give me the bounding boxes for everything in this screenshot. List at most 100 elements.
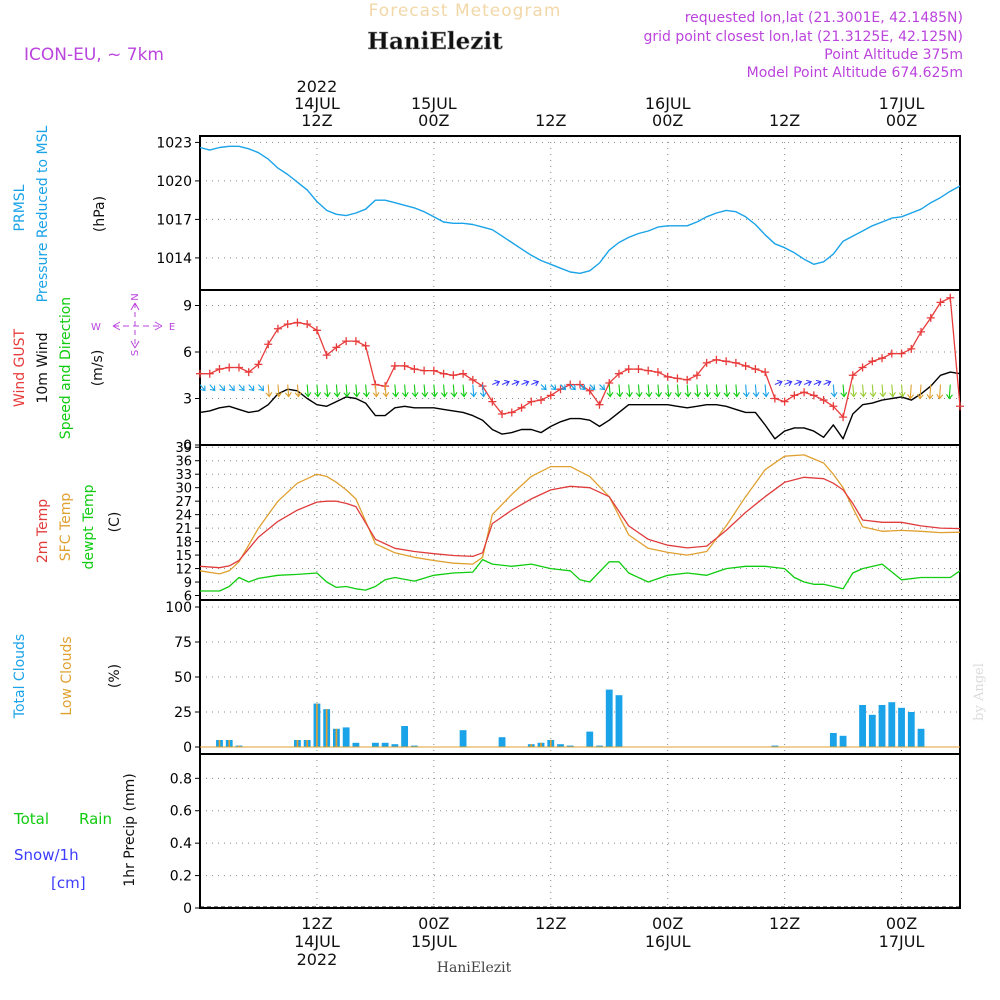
total-cloud-bar: [771, 745, 779, 747]
snow-label: Snow/1h: [14, 846, 79, 864]
total-cloud-bar: [859, 705, 866, 747]
total-cloud-bar: [586, 731, 594, 747]
gust-marker: [663, 372, 672, 381]
compass-rose: N S W E: [91, 293, 175, 356]
bottom-time-label: 00Z: [418, 914, 449, 933]
top-time-label: 00Z: [652, 111, 683, 130]
y-tick-label: 6: [183, 345, 192, 361]
dewpt-label: dewpt Temp: [81, 484, 97, 569]
grid-point-coords: grid point closest lon,lat (21.3125E, 42…: [643, 29, 963, 45]
y-tick-label: 33: [175, 468, 192, 483]
top-time-label: 00Z: [886, 111, 917, 130]
y-tick-label: 12: [175, 563, 192, 578]
precip-unit: 1hr Precip (mm): [122, 773, 138, 886]
gust-marker: [420, 366, 429, 375]
top-time-label: 12Z: [535, 111, 566, 130]
wind-direction-arrow: [616, 384, 624, 398]
cloud-unit: (%): [107, 664, 123, 688]
y-tick-label: 75: [174, 635, 192, 651]
top-time-label: 12Z: [301, 111, 332, 130]
total-cloud-bar: [596, 745, 603, 747]
gust-marker: [683, 375, 692, 384]
wind-direction-arrow: [599, 384, 606, 391]
sfc-temp-label: SFC Temp: [58, 493, 74, 562]
wind-dir-label: Speed and Direction: [58, 297, 74, 439]
wind-direction-arrow: [479, 384, 487, 398]
bottom-time-label: 00Z: [886, 914, 917, 933]
wind-direction-arrow: [936, 384, 944, 400]
temp-2m-line: [199, 476, 961, 569]
wind-direction-arrow: [314, 384, 322, 398]
wind-direction-arrow: [813, 379, 822, 387]
gust-marker: [225, 363, 234, 372]
top-time-label: 15JUL: [411, 94, 457, 113]
y-tick-label: 27: [175, 495, 192, 510]
total-cloud-bar: [898, 707, 905, 747]
bottom-time-label: 00Z: [652, 914, 683, 933]
gust-marker: [780, 397, 789, 406]
gust-marker: [858, 363, 867, 372]
wind-label: 10m Wind: [35, 332, 51, 403]
gust-marker: [205, 369, 214, 378]
total-cloud-bar: [829, 733, 837, 747]
y-tick-label: 0.8: [170, 771, 192, 787]
gust-marker: [244, 368, 253, 377]
gust-label: Wind GUST: [12, 328, 28, 407]
gust-marker: [439, 369, 448, 378]
wind-direction-arrow: [823, 379, 832, 387]
gust-marker: [312, 326, 321, 335]
total-cloud-bar: [878, 705, 886, 747]
pressure-line: [199, 145, 961, 274]
gust-marker: [293, 318, 302, 327]
wind-direction-arrow: [762, 384, 770, 398]
total-label: Total: [13, 810, 49, 828]
model-altitude: Model Point Altitude 674.625m: [747, 65, 963, 81]
wind-direction-arrow: [723, 384, 731, 398]
wind-direction-arrow: [265, 384, 273, 398]
gust-marker: [429, 366, 438, 375]
gust-marker: [361, 341, 370, 350]
y-tick-label: 0: [183, 901, 192, 917]
gust-marker: [507, 408, 516, 417]
wind-direction-arrow: [579, 384, 586, 391]
top-time-label: 17JUL: [879, 94, 925, 113]
bottom-time-label: 2022: [297, 950, 338, 969]
wind-direction-arrow: [392, 384, 399, 398]
model-label: ICON-EU, ~ 7km: [24, 45, 164, 65]
gust-line: [200, 297, 961, 418]
wind-direction-arrow: [440, 384, 448, 398]
gust-marker: [761, 368, 770, 377]
y-tick-label: 0.4: [170, 836, 192, 852]
gust-marker: [907, 344, 916, 353]
gust-marker: [215, 365, 224, 374]
wind-direction-arrow: [199, 384, 206, 392]
wind-direction-arrow: [353, 384, 361, 398]
pressure-unit: (hPa): [92, 196, 108, 232]
total-cloud-bar: [839, 735, 847, 747]
gust-marker: [488, 397, 497, 406]
temp-unit: (C): [107, 512, 123, 533]
wind-direction-arrow: [560, 384, 567, 391]
y-tick-label: 100: [165, 600, 192, 616]
wind-direction-arrow: [625, 384, 633, 398]
wind-direction-arrow: [889, 384, 896, 398]
product-title: Forecast Meteogram: [369, 1, 562, 21]
gust-marker: [926, 313, 935, 322]
gust-marker: [517, 403, 526, 412]
gust-marker: [351, 337, 360, 346]
wind-direction-arrow: [275, 384, 283, 398]
total-cloud-bar: [888, 702, 896, 747]
total-cloud-bar: [605, 689, 613, 747]
y-tick-label: 0: [183, 740, 192, 756]
total-cloud-bar: [917, 728, 925, 747]
bottom-time-label: 14JUL: [294, 932, 340, 951]
wind-direction-arrow: [655, 384, 663, 398]
low-cloud-bar: [549, 740, 552, 747]
wind-direction-arrow: [372, 384, 380, 398]
wind-direction-arrow: [774, 379, 783, 387]
gust-marker: [644, 366, 653, 375]
gust-marker: [585, 386, 594, 395]
gust-marker: [848, 371, 857, 380]
wind-direction-arrow: [694, 384, 702, 398]
pressure-label-2: Pressure Reduced to MSL: [35, 125, 51, 302]
